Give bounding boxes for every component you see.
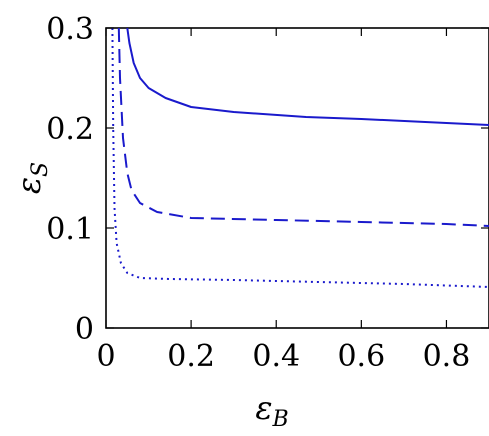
x-axis-label: εB bbox=[255, 389, 288, 432]
x-tick-label: 0 bbox=[96, 339, 115, 374]
x-tick-label: 0.2 bbox=[167, 339, 215, 374]
axes bbox=[105, 27, 489, 329]
series-layer bbox=[111, 28, 489, 288]
series-line-dashed bbox=[117, 28, 489, 227]
x-tick-label: 0.4 bbox=[252, 339, 300, 374]
y-tick-label: 0.2 bbox=[46, 112, 94, 147]
series-line-solid bbox=[126, 28, 489, 126]
plot-frame bbox=[105, 27, 489, 329]
ticks: 0 0.2 0.4 0.6 0.8 0 0.1 0.2 0.3 bbox=[46, 12, 489, 374]
y-tick-label: 0.3 bbox=[46, 12, 94, 47]
x-tick-label: 0.6 bbox=[337, 339, 385, 374]
y-tick-label: 0 bbox=[75, 312, 94, 347]
y-axis-label: εS bbox=[10, 162, 53, 194]
axis-labels: εB εS bbox=[10, 162, 289, 432]
series-line-dotted bbox=[111, 28, 489, 288]
x-tick-label: 0.8 bbox=[423, 339, 471, 374]
y-tick-label: 0.1 bbox=[46, 212, 94, 247]
